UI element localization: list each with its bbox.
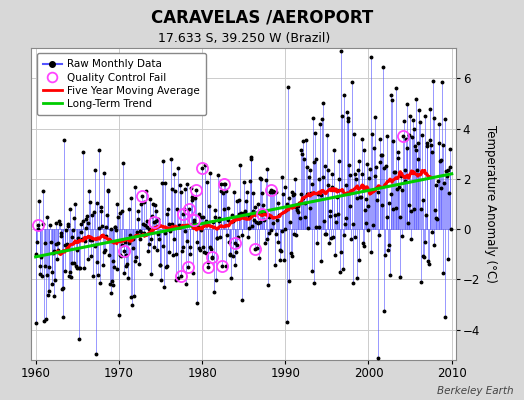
Text: CARAVELAS /AEROPORT: CARAVELAS /AEROPORT [151,8,373,26]
Legend: Raw Monthly Data, Quality Control Fail, Five Year Moving Average, Long-Term Tren: Raw Monthly Data, Quality Control Fail, … [37,53,206,115]
Text: Berkeley Earth: Berkeley Earth [437,386,514,396]
Title: 17.633 S, 39.250 W (Brazil): 17.633 S, 39.250 W (Brazil) [158,32,330,46]
Y-axis label: Temperature Anomaly (°C): Temperature Anomaly (°C) [484,125,497,283]
